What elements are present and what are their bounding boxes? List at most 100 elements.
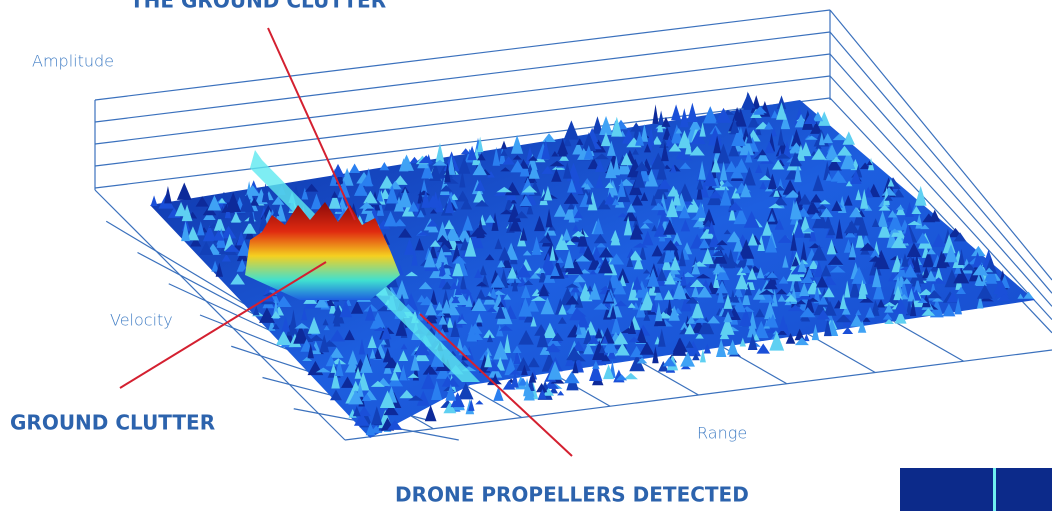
noise-spike xyxy=(777,234,793,243)
noise-spike xyxy=(613,331,629,345)
noise-spike xyxy=(727,201,743,211)
noise-spike xyxy=(596,242,607,248)
noise-spike xyxy=(823,318,832,337)
noise-spike xyxy=(556,257,564,263)
noise-spike xyxy=(572,224,580,231)
noise-spike xyxy=(699,348,706,363)
noise-spike xyxy=(859,296,874,303)
noise-spike xyxy=(415,338,430,356)
noise-spike xyxy=(376,219,391,230)
frame-line xyxy=(829,75,1052,321)
axis-label: Amplitude xyxy=(32,52,114,71)
noise-spike xyxy=(835,218,843,239)
noise-spike xyxy=(803,248,820,267)
noise-spike xyxy=(593,233,607,244)
noise-spike xyxy=(669,256,681,271)
axis-label: Velocity xyxy=(110,311,173,330)
noise-spike xyxy=(728,205,736,221)
noise-spike xyxy=(855,228,865,248)
noise-spike xyxy=(887,288,901,307)
noise-spike xyxy=(792,275,801,292)
frame-line xyxy=(829,53,1052,307)
noise-spike xyxy=(436,311,446,317)
noise-spike xyxy=(691,129,706,145)
noise-spike xyxy=(429,209,438,214)
noise-spike xyxy=(716,280,728,294)
noise-spike xyxy=(557,139,569,155)
noise-spike xyxy=(712,250,725,257)
noise-spike xyxy=(236,258,248,272)
noise-spike xyxy=(742,288,751,306)
noise-spike xyxy=(598,256,613,274)
noise-spike xyxy=(431,380,443,401)
noise-spike xyxy=(826,239,837,255)
noise-spike xyxy=(925,270,936,282)
noise-spike xyxy=(322,318,329,326)
noise-spike xyxy=(678,248,686,267)
noise-spike xyxy=(930,298,944,318)
noise-spike xyxy=(237,239,252,256)
noise-spike xyxy=(808,259,819,269)
noise-spike xyxy=(652,135,663,145)
noise-spike xyxy=(310,193,323,210)
noise-spike xyxy=(632,275,643,290)
noise-spike xyxy=(496,186,513,193)
noise-spike xyxy=(498,307,513,325)
noise-spike xyxy=(732,294,740,303)
noise-spike xyxy=(456,319,468,324)
noise-spike xyxy=(600,285,611,291)
noise-spike xyxy=(164,186,172,204)
noise-spike xyxy=(443,401,457,414)
noise-spike xyxy=(600,132,612,147)
noise-spike xyxy=(380,339,387,345)
noise-spike xyxy=(569,306,585,321)
noise-spike xyxy=(315,367,331,373)
noise-spike xyxy=(486,334,494,343)
noise-spike xyxy=(398,188,413,208)
noise-spike xyxy=(758,149,767,156)
noise-spike xyxy=(530,316,537,327)
noise-spike xyxy=(976,284,993,299)
noise-spike xyxy=(519,227,528,241)
noise-spike xyxy=(799,282,810,297)
noise-spike xyxy=(643,143,651,153)
noise-spike xyxy=(551,168,562,182)
noise-spike xyxy=(449,282,459,290)
noise-spike xyxy=(757,234,765,252)
noise-spike xyxy=(790,231,798,251)
noise-spike xyxy=(408,395,424,401)
noise-spike xyxy=(633,168,646,188)
noise-spike xyxy=(596,359,603,366)
noise-spike xyxy=(436,247,447,263)
noise-spike xyxy=(889,228,900,233)
noise-spike xyxy=(426,194,440,208)
noise-spike xyxy=(876,299,886,308)
noise-spike xyxy=(840,151,856,170)
noise-spike xyxy=(954,297,963,315)
noise-spike xyxy=(399,364,408,381)
noise-spike xyxy=(612,155,621,176)
noise-spike xyxy=(818,111,831,126)
noise-spike xyxy=(441,281,453,290)
noise-spike xyxy=(832,133,847,141)
noise-spike xyxy=(777,127,785,146)
noise-spike xyxy=(510,134,524,154)
noise-spike xyxy=(820,264,832,277)
noise-spike xyxy=(568,278,585,293)
noise-spike xyxy=(617,212,628,218)
frame-line xyxy=(94,53,831,145)
noise-spike xyxy=(823,287,835,298)
noise-spike xyxy=(547,361,563,380)
noise-spike xyxy=(249,197,260,206)
noise-spike xyxy=(914,185,927,206)
noise-spike xyxy=(812,111,824,122)
noise-spike xyxy=(689,279,705,287)
noise-spike xyxy=(747,233,758,246)
noise-spike xyxy=(798,193,812,205)
noise-spike xyxy=(503,333,511,354)
noise-spike xyxy=(503,294,512,300)
noise-spike xyxy=(815,143,822,149)
noise-spike xyxy=(691,300,704,319)
noise-spike xyxy=(518,297,533,317)
noise-spike xyxy=(538,389,547,399)
